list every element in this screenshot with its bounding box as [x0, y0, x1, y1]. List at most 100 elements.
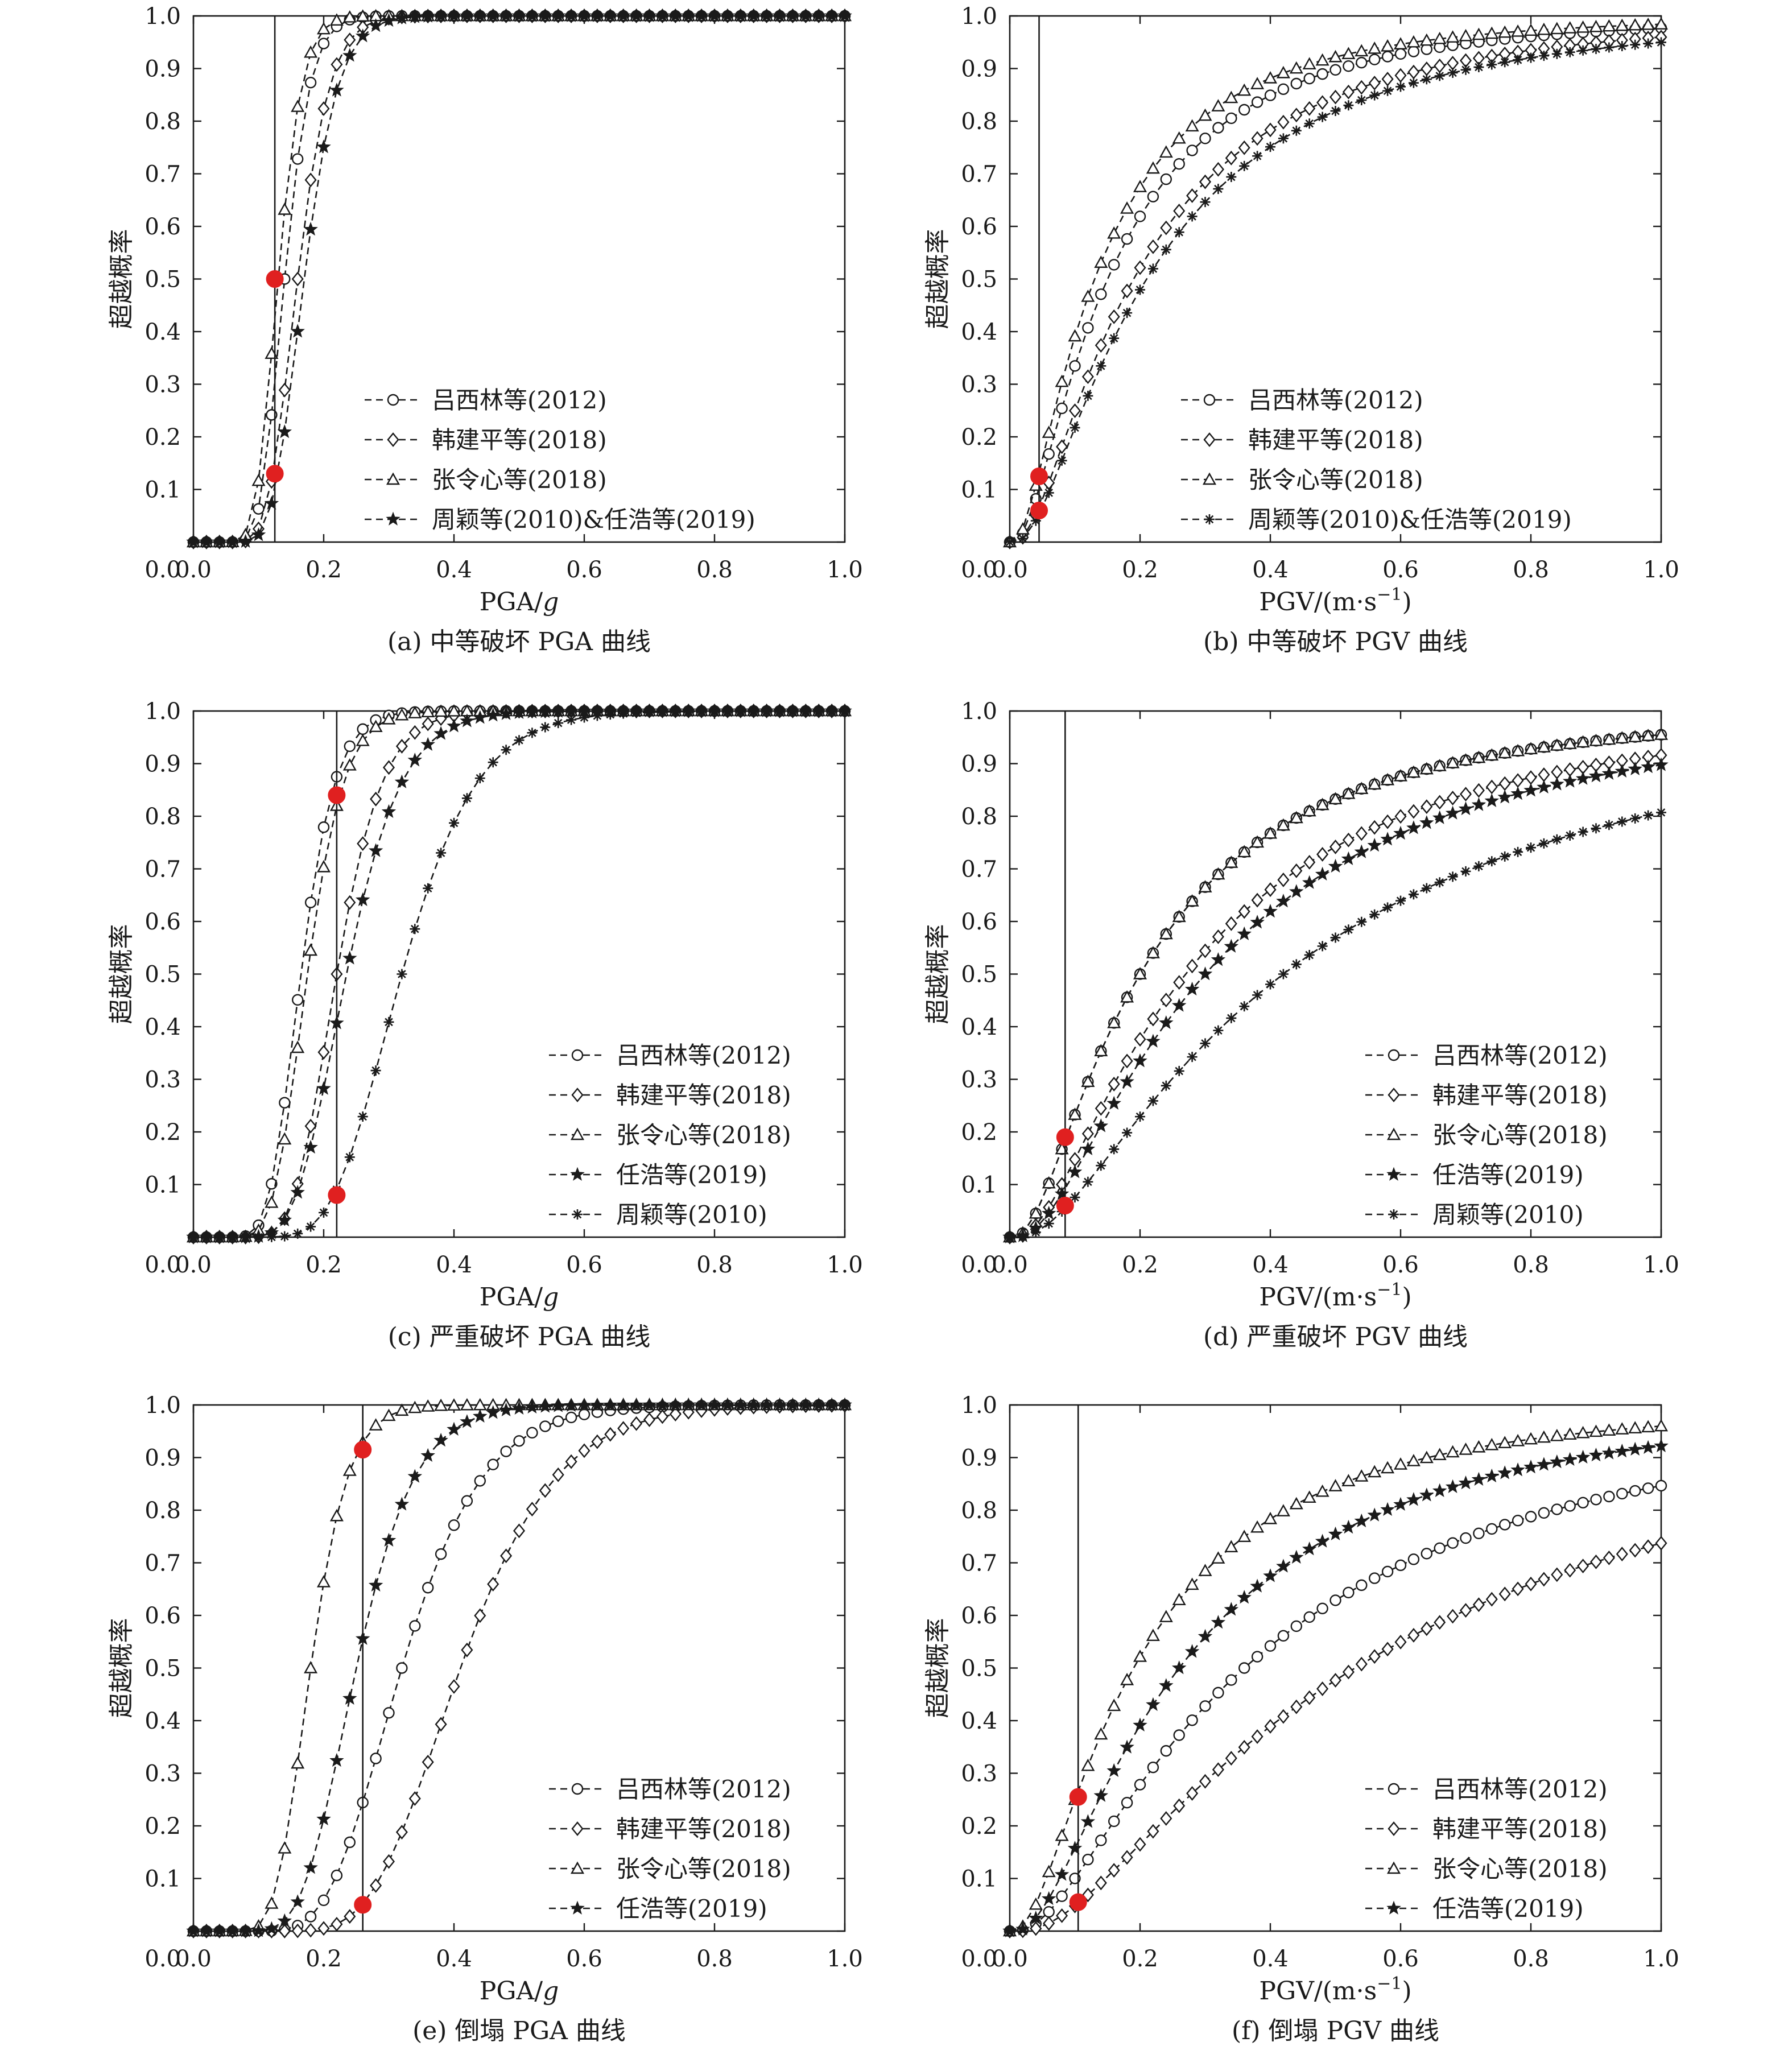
data-point	[316, 859, 331, 873]
data-point	[1081, 290, 1095, 302]
data-point	[709, 706, 720, 717]
data-point	[1174, 227, 1184, 238]
y-tick-label: 0.6	[144, 1603, 181, 1629]
data-point	[1252, 151, 1263, 162]
data-point	[1265, 979, 1275, 990]
data-point	[1395, 895, 1406, 906]
data-point	[603, 1397, 618, 1412]
legend-label: 韩建平等(2018)	[432, 426, 607, 454]
x-tick-label: 0.2	[1122, 1252, 1158, 1278]
data-point	[539, 1420, 551, 1432]
data-point	[1343, 1586, 1355, 1598]
data-point	[1211, 1615, 1226, 1629]
data-point	[1056, 439, 1068, 454]
data-point	[1029, 1910, 1043, 1925]
data-point	[565, 1454, 577, 1469]
data-point	[1251, 96, 1264, 108]
data-point	[1315, 797, 1329, 811]
data-point	[1238, 904, 1250, 919]
data-point	[304, 172, 317, 188]
data-point	[461, 1642, 473, 1658]
data-point	[1343, 100, 1354, 111]
legend-marker	[571, 1783, 584, 1795]
data-point	[1070, 422, 1080, 433]
data-point	[1628, 1421, 1642, 1433]
data-point	[1237, 1530, 1252, 1542]
data-point	[1043, 1218, 1054, 1229]
data-point	[303, 1139, 318, 1154]
x-tick-label: 0.8	[1513, 1252, 1549, 1278]
data-point	[1250, 1520, 1265, 1533]
y-tick-label: 0.8	[144, 109, 181, 135]
y-tick-label: 0.1	[961, 1172, 997, 1198]
legend-marker	[570, 1127, 585, 1140]
data-point	[485, 1405, 501, 1419]
y-tick-label: 0.9	[961, 751, 997, 778]
data-point	[1029, 1206, 1043, 1219]
data-point	[656, 1409, 668, 1424]
data-point	[1329, 89, 1342, 105]
data-point	[1302, 57, 1316, 70]
data-point	[498, 1402, 514, 1417]
data-point	[1185, 1577, 1199, 1590]
data-point	[212, 1923, 227, 1937]
data-point	[1550, 22, 1564, 35]
data-point	[1458, 801, 1473, 816]
data-point	[460, 1398, 474, 1411]
data-point	[1575, 1449, 1591, 1464]
series-line	[1009, 734, 1662, 1238]
data-point	[1212, 122, 1224, 134]
legend-entry: 任浩等(2019)	[1365, 1895, 1584, 1923]
x-tick-label: 0.8	[696, 1946, 733, 1972]
data-point	[1525, 770, 1537, 785]
data-point	[1447, 1609, 1459, 1624]
data-point	[1601, 766, 1617, 780]
y-tick-label: 0.1	[144, 1866, 181, 1892]
legend-marker	[387, 394, 399, 406]
data-point	[1224, 939, 1239, 953]
legend-entry: 张令心等(2018)	[549, 1121, 791, 1149]
data-point	[487, 1577, 499, 1592]
data-point	[670, 706, 681, 717]
data-point	[1068, 1107, 1082, 1120]
data-point	[277, 1212, 292, 1227]
y-tick-label: 1.0	[961, 3, 997, 30]
data-point	[304, 943, 318, 956]
data-point	[1160, 173, 1172, 185]
legend-marker	[571, 1821, 584, 1836]
data-point	[1419, 33, 1434, 46]
y-axis-label: 超越概率	[923, 229, 952, 329]
data-point	[1329, 840, 1342, 854]
data-point	[1355, 826, 1368, 841]
data-point	[1588, 1447, 1604, 1462]
data-point	[1537, 740, 1551, 753]
y-tick-label: 1.0	[144, 3, 181, 30]
data-point	[1304, 949, 1315, 960]
data-point	[1564, 47, 1575, 57]
data-point	[1615, 18, 1629, 31]
y-tick-label: 0.3	[144, 1761, 181, 1787]
highlight-point	[1056, 1197, 1074, 1214]
data-point	[1589, 1424, 1603, 1437]
plot-frame	[192, 1404, 846, 1932]
data-point	[1226, 172, 1237, 183]
data-point	[1041, 1891, 1056, 1906]
data-point	[1263, 1511, 1278, 1524]
data-point	[1355, 44, 1369, 57]
data-point	[1537, 22, 1551, 35]
data-point	[1056, 1908, 1068, 1923]
data-point	[1082, 322, 1094, 334]
data-point	[1355, 1469, 1369, 1482]
data-point	[539, 1483, 551, 1498]
data-point	[1628, 1441, 1642, 1456]
x-tick-label: 0.8	[1513, 1946, 1549, 1972]
data-point	[1341, 1519, 1356, 1534]
data-point	[1173, 203, 1186, 218]
data-point	[1302, 875, 1317, 889]
data-point	[331, 57, 343, 72]
data-point	[1419, 815, 1434, 829]
data-point	[186, 534, 201, 548]
data-point	[1602, 19, 1616, 32]
data-point	[1485, 779, 1498, 795]
y-tick-label: 0.2	[961, 424, 997, 450]
